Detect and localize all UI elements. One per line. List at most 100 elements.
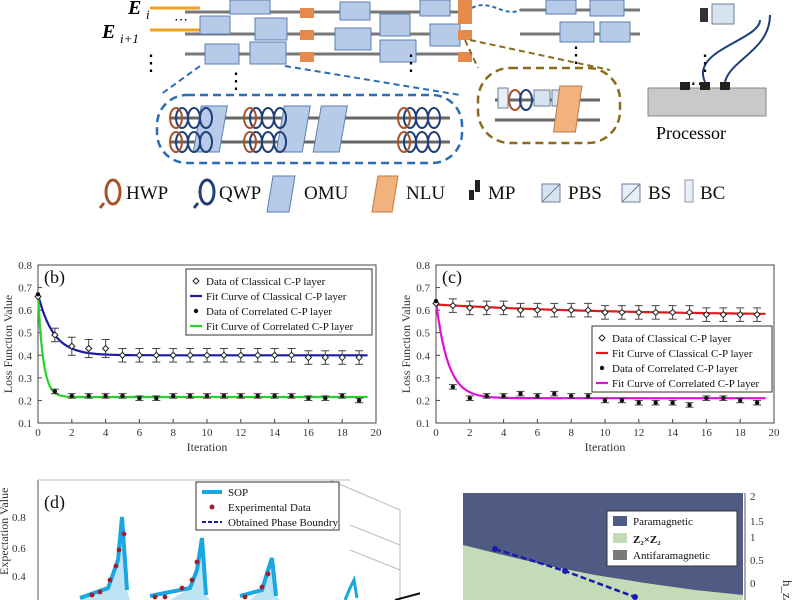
chart-b-xlabel: Iteration: [187, 440, 228, 454]
chart-b-xtick-label: 16: [303, 427, 315, 439]
phase-diagram: Paramagnetic Z₂×Z₂ Antifaramagnetic 2 1.…: [463, 491, 795, 600]
optical-network-schematic: E i E i+1 ⋯ ⋮ ⋮ ⋮: [98, 0, 771, 213]
svg-text:⋮: ⋮: [694, 50, 716, 75]
svg-text:⋮: ⋮: [400, 50, 422, 75]
chart-b-data-point: [137, 395, 142, 401]
chart-b-data-point: [187, 393, 193, 399]
chart-c-data-point: [569, 393, 574, 399]
chart-d: Expectation Value 0.8 0.6 0.4 (d) SOP Ex…: [0, 479, 420, 600]
chart-c-data-point: [449, 301, 457, 310]
chart-d-legend-boundary: Obtained Phase Boundry: [228, 517, 338, 529]
chart-b-ytick-label: 0.3: [18, 373, 32, 385]
e-i-label: E: [127, 0, 141, 19]
chart-b-data-point: [338, 353, 346, 362]
chart-d-sop-peaks: [79, 516, 359, 600]
phase-z2z2-region: [463, 545, 743, 600]
legend-paramagnetic: Paramagnetic: [633, 516, 693, 528]
chart-b-fit-curve: [36, 294, 368, 357]
chart-b-legend-entry: Fit Curve of Correlated C-P layer: [206, 321, 353, 333]
hwp-icon: [98, 178, 122, 209]
chart-b-data-point: [203, 351, 211, 359]
chart-b-ytick-label: 0.5: [18, 328, 32, 340]
chart-b-data-point: [118, 351, 127, 359]
chart-c-xtick-label: 18: [735, 427, 747, 439]
chart-c-data-point: [636, 400, 641, 405]
chart-b-legend-swatch: [192, 277, 200, 285]
chart-b-data-point: [68, 342, 76, 350]
chart-b-xtick-label: 20: [371, 427, 383, 439]
chart-b-xtick-label: 10: [202, 427, 214, 439]
chart-b-data-point: [86, 393, 91, 399]
chart-c-ytick-label: 0.3: [416, 373, 430, 385]
chart-b-ytick-label: 0.8: [18, 260, 32, 272]
phase-ylabel: h_z/J: [780, 580, 795, 600]
legend-mp: MP: [488, 183, 515, 204]
chart-b-data-point: [120, 393, 125, 399]
svg-text:⋮: ⋮: [565, 42, 587, 67]
e-i1-label: E: [101, 21, 115, 43]
phase-ytick-0: 0: [750, 578, 756, 590]
svg-text:⋮: ⋮: [140, 50, 162, 75]
chart-b-data-point: [321, 353, 330, 362]
chart-c-data-point: [432, 299, 440, 308]
omu-zoom-detail: [155, 65, 464, 165]
e-i1-sub: i+1: [120, 31, 139, 46]
chart-c-xlabel: Iteration: [585, 440, 626, 454]
chart-c-data-point: [584, 306, 592, 314]
qwp-icon: [192, 178, 216, 209]
chart-c-ytick-label: 0.4: [416, 350, 430, 362]
chart-b-data-point: [270, 351, 279, 359]
chart-b-data-point: [323, 395, 328, 401]
chart-c-xtick-label: 4: [501, 427, 507, 439]
chart-c-legend-swatch: [599, 365, 605, 371]
legend-bc: BC: [700, 183, 725, 204]
chart-c-data-point: [619, 398, 625, 403]
chart-c-xtick-label: 8: [568, 427, 574, 439]
chart-b-legend-entry: Data of Correlated C-P layer: [206, 306, 332, 318]
chart-c-data-point: [719, 310, 728, 319]
chart-c-data-point: [467, 395, 472, 401]
chart-c-data-point: [484, 393, 489, 399]
legend-nlu: NLU: [406, 183, 445, 204]
chart-c-legend-entry: Data of Correlated C-P layer: [612, 363, 738, 375]
chart-b-data-point: [340, 393, 345, 399]
phase-ytick-0.5: 0.5: [750, 555, 764, 567]
chart-b-data-point: [69, 393, 75, 399]
chart-b-data-point: [304, 353, 313, 362]
chart-b-data-point: [238, 393, 243, 399]
chart-c-data-point: [482, 304, 491, 312]
chart-d-legend-sop: SOP: [228, 487, 248, 499]
chart-b-data-point: [169, 351, 177, 359]
chart-b-data-point: [154, 395, 159, 401]
pbs-icon: [541, 183, 561, 203]
phase-ytick-1: 1: [750, 532, 756, 544]
legend-pbs: PBS: [568, 183, 602, 204]
chart-c-data-point: [704, 395, 709, 401]
chart-b-xtick-label: 8: [170, 427, 176, 439]
chart-b-ytick-label: 0.7: [18, 283, 32, 295]
chart-c-legend-entry: Fit Curve of Correlated C-P layer: [612, 378, 759, 390]
chart-c-fit-curve: [434, 300, 766, 400]
chart-c-panel-letter: (c): [442, 267, 462, 288]
chart-b-data-point: [289, 393, 294, 399]
legend-omu: OMU: [304, 183, 349, 204]
chart-c-ylabel: Loss Function Value: [399, 295, 413, 393]
chart-c-legend-entry: Fit Curve of Classical C-P layer: [612, 348, 753, 360]
chart-b-data-point: [355, 353, 363, 362]
chart-b-data-point: [255, 393, 260, 399]
chart-b-data-point: [253, 351, 262, 359]
component-legend: HWP QWP OMU NLU MP PBS BS BC: [98, 175, 725, 213]
chart-c-ytick-label: 0.1: [416, 418, 430, 430]
chart-d-grid: [38, 479, 401, 600]
chart-b-data-point: [186, 351, 194, 359]
chart-b-data-point: [237, 351, 245, 359]
nlu-icon: [371, 175, 399, 213]
phase-legend: Paramagnetic Z₂×Z₂ Antifaramagnetic: [606, 510, 738, 567]
chart-b-ytick-label: 0.2: [18, 395, 32, 407]
chart-c-xtick-label: 20: [769, 427, 781, 439]
chart-c-data-point: [618, 308, 626, 317]
chart-c-ytick-label: 0.2: [416, 395, 430, 407]
chart-b-data-point: [51, 331, 59, 339]
chart-b-data-point: [287, 351, 296, 359]
chart-b-data-point: [171, 393, 176, 399]
